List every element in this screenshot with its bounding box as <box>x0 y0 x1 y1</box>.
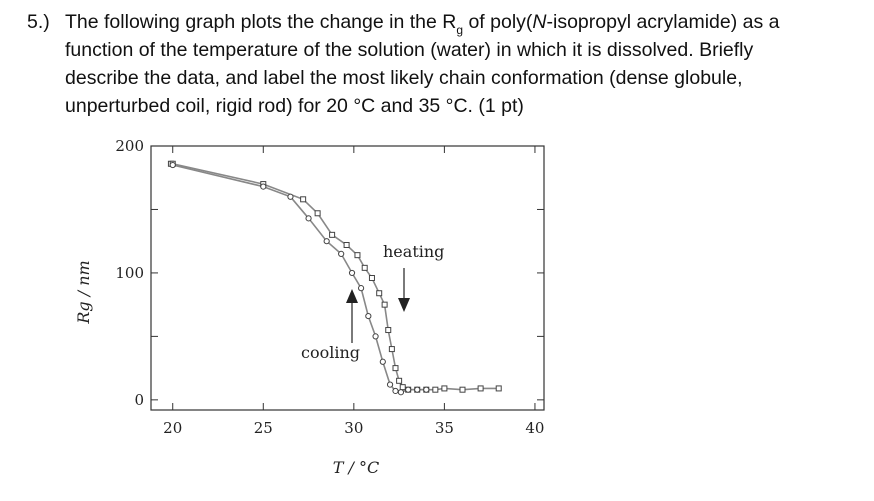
y-tick-labels: 0 100 200 <box>115 137 144 409</box>
annotations: heating cooling <box>301 242 444 362</box>
x-tick-label: 20 <box>163 419 182 437</box>
cooling-marker <box>372 333 379 340</box>
x-tick-label: 25 <box>254 419 273 437</box>
y-tick-label: 0 <box>134 391 144 409</box>
cooling-marker <box>338 250 345 257</box>
cooling-marker <box>379 358 386 365</box>
heating-marker <box>459 386 466 393</box>
heating-marker <box>329 231 336 238</box>
x-tick-label: 35 <box>435 419 454 437</box>
cooling-marker <box>414 386 421 393</box>
heating-marker <box>495 385 502 392</box>
cooling-marker <box>260 183 267 190</box>
question-line-4: unperturbed coil, rigid rod) for 20 °C a… <box>65 95 524 117</box>
y-tick-label: 200 <box>115 137 144 155</box>
heating-marker <box>477 385 484 392</box>
heating-marker <box>354 252 361 259</box>
question-line-1-italic: N <box>532 11 547 33</box>
cooling-marker <box>348 269 356 277</box>
heating-marker <box>399 384 406 391</box>
cooling-marker <box>423 386 430 393</box>
heating-marker <box>396 377 403 384</box>
heating-marker <box>361 264 368 271</box>
heating-marker <box>392 365 399 372</box>
heating-label: heating <box>383 242 444 261</box>
cooling-label: cooling <box>301 343 360 362</box>
heating-marker <box>385 327 392 334</box>
y-tick-label: 100 <box>115 264 144 282</box>
heating-marker <box>376 290 383 297</box>
heating-marker <box>432 386 439 393</box>
cooling-marker <box>305 215 312 222</box>
axis-ticks <box>151 145 544 410</box>
cooling-marker <box>357 285 365 292</box>
heating-marker <box>441 385 448 392</box>
plot-frame <box>150 145 545 411</box>
rg-subscript: g <box>456 22 464 37</box>
cooling-marker <box>287 193 294 200</box>
cooling-marker <box>386 381 394 388</box>
cooling-marker <box>397 389 405 396</box>
x-tick-label: 40 <box>525 419 544 437</box>
heating-arrow-head <box>398 298 410 312</box>
question-line-2: function of the temperature of the solut… <box>65 39 754 61</box>
x-axis-label: T / °C <box>333 458 379 477</box>
cooling-marker <box>405 386 412 393</box>
question-line-1-mid: of poly( <box>463 11 533 33</box>
heating-marker <box>388 346 395 353</box>
heating-marker <box>300 196 307 203</box>
cooling-marker <box>169 161 176 169</box>
heating-marker <box>381 301 388 308</box>
cooling-marker <box>365 312 372 320</box>
question-line-1-end: -isopropyl acrylamide) as a <box>546 11 780 33</box>
question-line-1: The following graph plots the change in … <box>65 8 780 43</box>
cooling-arrow-head <box>346 289 358 303</box>
heating-marker <box>314 210 321 217</box>
question-line-1-start: The following graph plots the change in … <box>65 11 457 33</box>
question-line-3: describe the data, and label the most li… <box>65 67 743 89</box>
cooling-marker <box>323 238 330 245</box>
x-tick-label: 30 <box>344 419 363 437</box>
cooling-curve <box>172 164 427 394</box>
heating-marker <box>343 242 350 248</box>
cooling-marker <box>392 387 399 395</box>
heating-marker <box>368 275 375 281</box>
y-axis-label: Rg / nm <box>74 260 93 324</box>
data-markers <box>167 160 502 396</box>
question-number: 5.) <box>27 11 50 33</box>
x-tick-labels: 20 25 30 35 40 <box>163 419 544 437</box>
